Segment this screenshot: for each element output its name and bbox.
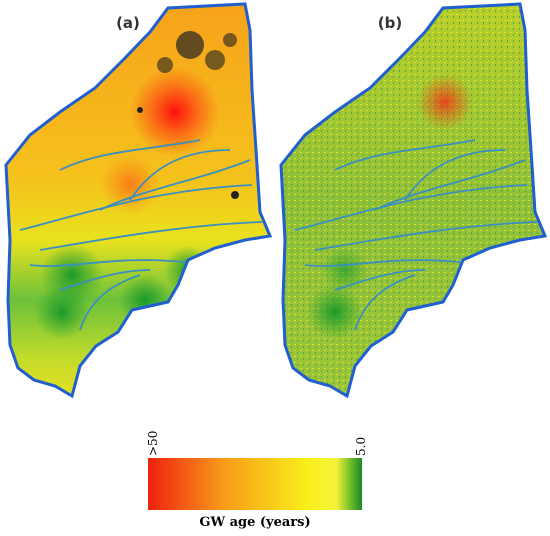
colorbar-max-label: >50 [146,431,160,456]
panel-label: (b) [378,14,402,32]
map-a [6,4,270,396]
panel-label: (a) [116,14,140,32]
colorbar-title: GW age (years) [199,515,310,530]
map-b [279,2,547,398]
colorbar-min-label: 5.0 [354,437,368,456]
color-bar [148,458,362,510]
